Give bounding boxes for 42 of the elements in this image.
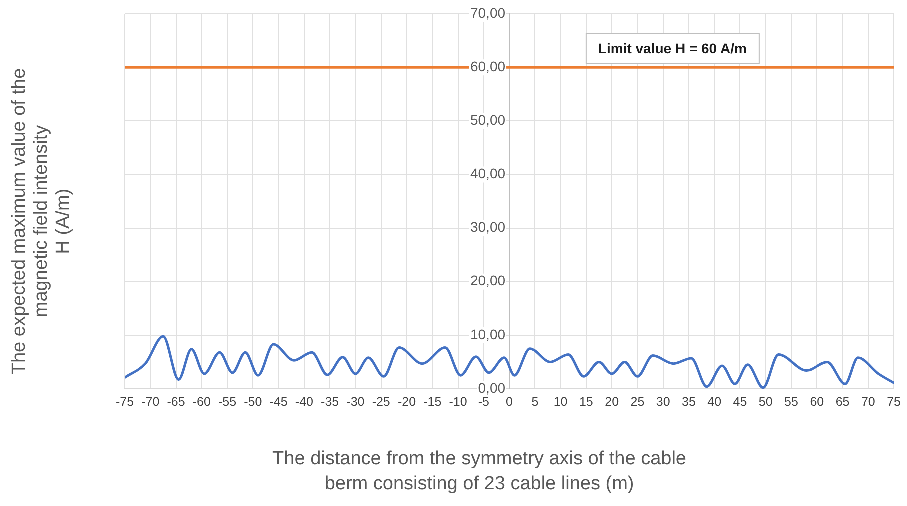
x-tick-label: 40 xyxy=(708,394,722,409)
x-tick-label: 35 xyxy=(682,394,696,409)
x-tick-label: 45 xyxy=(733,394,748,409)
x-tick-label: 15 xyxy=(579,394,594,409)
x-axis-title: The distance from the symmetry axis of the cable berm consisting of 23 cable lines (m) xyxy=(272,448,686,495)
x-tick-label: -20 xyxy=(398,394,416,409)
x-tick-label: 65 xyxy=(836,394,850,409)
x-tick-label: -45 xyxy=(270,394,288,409)
x-tick-label: 5 xyxy=(532,394,539,409)
ref-line-label: Limit value H = 60 A/m xyxy=(598,40,747,56)
y-tick-label: 10,00 xyxy=(470,326,506,342)
x-tick-label: 25 xyxy=(630,394,645,409)
x-tick-label: -40 xyxy=(295,394,314,409)
y-tick-label: 0,00 xyxy=(478,380,506,396)
x-tick-label: 10 xyxy=(554,394,568,409)
x-tick-label: -10 xyxy=(449,394,468,409)
y-axis-title: The expected maximum value of the magnetic field intensity H (A/m) xyxy=(9,68,74,375)
y-tick-label: 20,00 xyxy=(470,272,506,289)
x-tick-label: 50 xyxy=(758,394,773,409)
x-tick-label: 20 xyxy=(605,394,620,409)
x-tick-label: 60 xyxy=(810,394,824,409)
y-tick-label: 40,00 xyxy=(470,166,506,182)
x-tick-label: 55 xyxy=(784,394,799,409)
x-tick-label: 70 xyxy=(861,394,876,409)
x-tick-label: -15 xyxy=(424,394,442,409)
x-tick-label: -25 xyxy=(372,394,390,409)
y-tick-label: 60,00 xyxy=(470,58,506,74)
y-tick-label: 70,00 xyxy=(470,4,506,21)
x-tick-label: -75 xyxy=(116,394,134,409)
x-tick-label: -35 xyxy=(321,394,340,409)
x-tick-label: -55 xyxy=(218,394,237,409)
x-tick-label: 0 xyxy=(506,394,514,409)
x-tick-label: -65 xyxy=(167,394,186,409)
y-tick-label: 30,00 xyxy=(470,219,506,236)
x-tick-label: -60 xyxy=(192,394,211,409)
x-tick-label: 75 xyxy=(887,394,902,409)
x-tick-label: 30 xyxy=(656,394,670,409)
x-tick-label: -30 xyxy=(346,394,365,409)
x-tick-label: -70 xyxy=(142,394,160,409)
y-tick-label: 50,00 xyxy=(470,112,506,128)
x-tick-label: -50 xyxy=(244,394,262,409)
x-tick-label: -5 xyxy=(478,394,490,409)
